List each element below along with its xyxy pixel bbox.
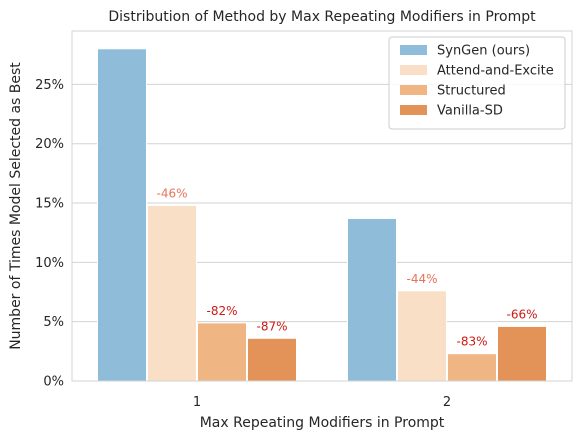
x-axis-label: Max Repeating Modifiers in Prompt [200, 415, 445, 431]
legend-label: Attend-and-Excite [437, 64, 554, 79]
bar [397, 290, 447, 382]
bar-annotation: -83% [456, 335, 487, 349]
legend-swatch [400, 45, 427, 55]
y-tick-label: 5% [43, 315, 64, 330]
bar [447, 353, 497, 382]
bar [247, 337, 297, 382]
y-tick-label: 10% [35, 256, 64, 271]
x-tick-label: 2 [443, 395, 451, 410]
bar [97, 48, 147, 382]
legend-label: Structured [437, 84, 506, 99]
chart-title: Distribution of Method by Max Repeating … [108, 9, 536, 25]
x-tick-label: 1 [193, 395, 201, 410]
bar [197, 322, 247, 382]
legend: SynGen (ours) Attend-and-Excite Structured… [388, 36, 566, 130]
bar-annotation: -87% [256, 319, 287, 333]
y-tick-label: 25% [35, 78, 64, 93]
bar [497, 325, 547, 382]
legend-label: Vanilla-SD [437, 104, 503, 119]
y-tick-label: 0% [43, 375, 64, 390]
y-tick-label: 20% [35, 137, 64, 152]
bar [347, 217, 397, 382]
y-axis-label: Number of Times Model Selected as Best [8, 62, 24, 350]
bar [147, 204, 197, 382]
legend-swatch [400, 85, 427, 95]
legend-box [388, 36, 566, 130]
legend-swatch [400, 65, 427, 75]
bar-annotation: -66% [506, 307, 537, 321]
plot-frame [71, 30, 573, 382]
legend-label: SynGen (ours) [437, 44, 530, 59]
bar-annotation: -44% [406, 272, 437, 286]
legend-swatch [400, 105, 427, 115]
bar-annotation: -82% [206, 304, 237, 318]
y-tick-label: 15% [35, 197, 64, 212]
bar-annotation: -46% [156, 186, 187, 200]
